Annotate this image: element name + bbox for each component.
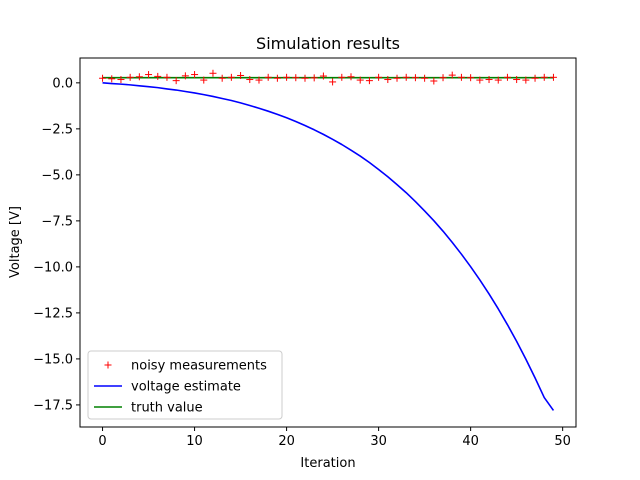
x-tick-label: 40 xyxy=(462,434,479,449)
noisy-measurements-point xyxy=(531,74,539,82)
noisy-measurements-point xyxy=(209,69,217,77)
noisy-measurements-point xyxy=(430,77,438,85)
noisy-measurements-point xyxy=(117,76,125,84)
noisy-measurements-point xyxy=(301,74,309,82)
x-tick-label: 30 xyxy=(370,434,387,449)
x-tick-label: 0 xyxy=(98,434,106,449)
noisy-measurements-point xyxy=(181,72,189,80)
noisy-measurements-point xyxy=(126,73,134,81)
legend-swatch xyxy=(104,361,112,369)
x-tick-label: 20 xyxy=(278,434,295,449)
legend-item-truth-value: truth value xyxy=(94,401,203,416)
noisy-measurements-point xyxy=(421,74,429,82)
y-tick-label: −2.5 xyxy=(41,122,73,137)
y-axis: 0.0 −2.5 −5.0 −7.5 −10.0 −12.5 −15.0 −17.5 xyxy=(33,76,80,413)
y-tick-label: −10.0 xyxy=(33,260,73,275)
x-axis-label: Iteration xyxy=(300,456,355,471)
noisy-measurements-point xyxy=(513,76,521,84)
noisy-measurements-point xyxy=(457,73,465,81)
noisy-measurements-point xyxy=(384,76,392,84)
noisy-measurements-point xyxy=(227,73,235,81)
noisy-measurements-point xyxy=(108,75,116,83)
y-tick-label: −17.5 xyxy=(33,398,73,413)
x-tick-label: 10 xyxy=(186,434,203,449)
noisy-measurements-point xyxy=(135,73,143,81)
noisy-measurements-point xyxy=(172,77,180,85)
noisy-measurements-point xyxy=(264,73,272,81)
noisy-measurements-point xyxy=(503,73,511,81)
y-tick-label: −5.0 xyxy=(41,168,73,183)
noisy-measurements-point xyxy=(402,73,410,81)
noisy-measurements-point xyxy=(191,71,199,79)
noisy-measurements-point xyxy=(476,76,484,84)
noisy-measurements-point xyxy=(200,76,208,84)
x-axis: 0 10 20 30 40 50 xyxy=(98,427,571,449)
noisy-measurements-point xyxy=(448,71,456,79)
noisy-measurements-point xyxy=(467,74,475,82)
noisy-measurements-point xyxy=(283,73,291,81)
noisy-measurements-point xyxy=(310,74,318,82)
noisy-measurements-point xyxy=(218,74,226,82)
legend: noisy measurements voltage estimate truth … xyxy=(87,350,283,420)
noisy-measurements-point xyxy=(411,74,419,82)
noisy-measurements-point xyxy=(145,71,153,79)
noisy-measurements-point xyxy=(549,73,557,81)
legend-box xyxy=(87,350,283,420)
noisy-measurements-point xyxy=(338,73,346,81)
y-tick-label: −7.5 xyxy=(41,214,73,229)
noisy-measurements-point xyxy=(347,73,355,81)
noisy-measurements-point xyxy=(365,77,373,85)
noisy-measurements-point xyxy=(292,74,300,82)
voltage-estimate-line xyxy=(102,82,555,411)
noisy-measurements-point xyxy=(494,76,502,84)
y-tick-label: −12.5 xyxy=(33,306,73,321)
noisy-measurements-point xyxy=(439,74,447,82)
chart-title: Simulation results xyxy=(256,34,400,53)
noisy-measurements-point xyxy=(540,73,548,81)
noisy-measurements-point xyxy=(356,76,364,84)
noisy-measurements-point xyxy=(319,72,327,80)
noisy-measurements-point xyxy=(393,74,401,82)
noisy-measurements-point xyxy=(375,73,383,81)
plot-frame xyxy=(79,57,577,428)
legend-item-voltage-estimate: voltage estimate xyxy=(94,380,241,395)
noisy-measurements-point xyxy=(163,73,171,81)
legend-label: noisy measurements xyxy=(131,359,267,374)
noisy-measurements-point xyxy=(237,71,245,79)
noisy-measurements-point xyxy=(154,72,162,80)
y-tick-label: −15.0 xyxy=(33,352,73,367)
y-tick-label: 0.0 xyxy=(52,76,73,91)
noisy-measurements-point xyxy=(99,74,107,82)
x-tick-label: 50 xyxy=(554,434,571,449)
noisy-measurements-point xyxy=(329,78,337,86)
noisy-measurements-point xyxy=(246,76,254,84)
legend-item-noisy-measurements: noisy measurements xyxy=(104,359,267,374)
noisy-measurements-point xyxy=(273,74,281,82)
noisy-measurements-point xyxy=(255,76,263,84)
noisy-measurements-point xyxy=(485,76,493,84)
plot-area xyxy=(99,69,557,411)
legend-label: truth value xyxy=(131,401,203,416)
legend-label: voltage estimate xyxy=(131,380,241,395)
y-axis-label: Voltage [V] xyxy=(8,206,23,278)
noisy-measurements-point xyxy=(522,76,530,84)
